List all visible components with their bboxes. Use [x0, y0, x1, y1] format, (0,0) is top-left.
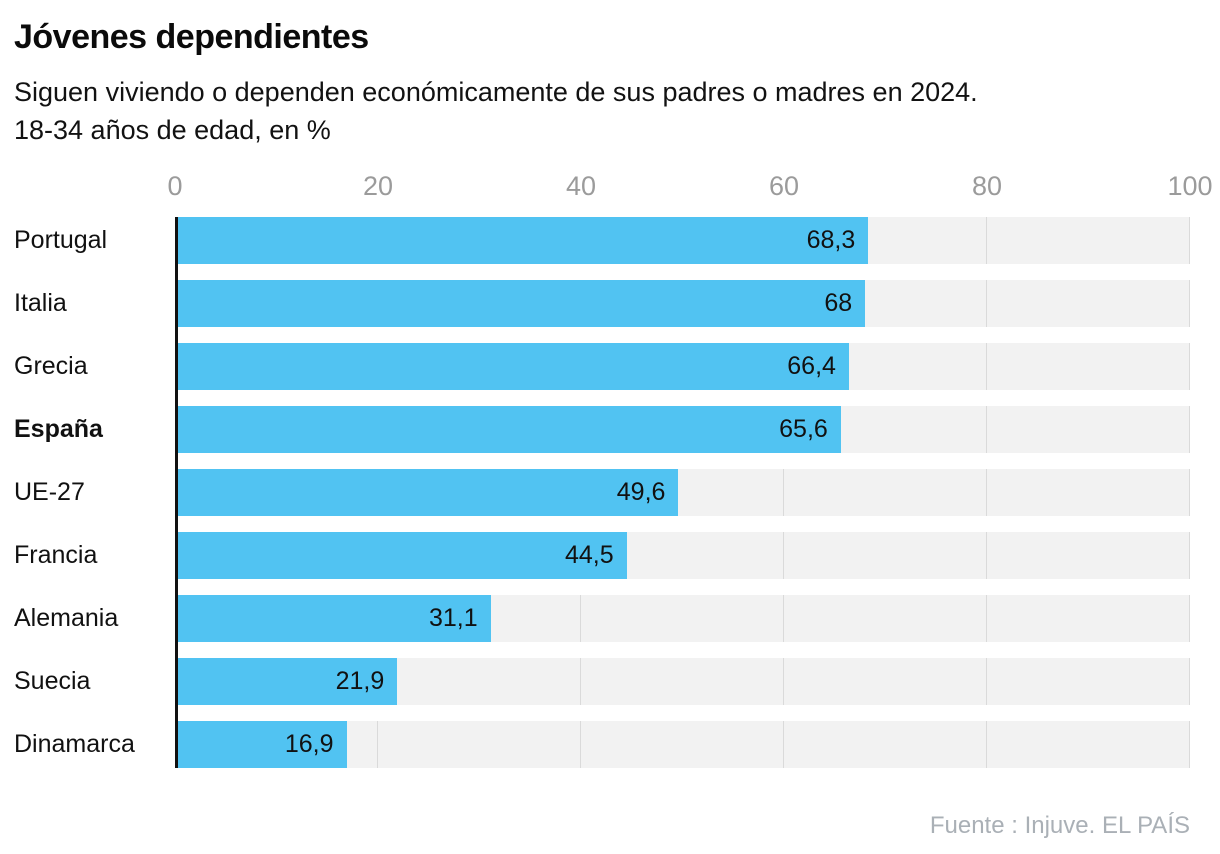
- value-label: 68,3: [806, 226, 856, 254]
- bar: 66,4: [175, 343, 849, 390]
- bar: 44,5: [175, 532, 627, 579]
- gridline: [377, 721, 378, 768]
- bar-track: 49,6: [175, 469, 1190, 516]
- value-label: 44,5: [565, 541, 614, 569]
- gridline: [986, 280, 987, 327]
- bar-track: 16,9: [175, 721, 1190, 768]
- gridline: [1189, 595, 1190, 642]
- bar-row: Alemania 31,1: [0, 595, 1190, 642]
- category-label: Portugal: [14, 226, 108, 254]
- x-tick-label: 40: [565, 171, 597, 201]
- bar-track: 68,3: [175, 217, 1190, 264]
- gridline: [580, 658, 581, 705]
- category-label: Grecia: [14, 352, 88, 380]
- chart-title: Jóvenes dependientes: [14, 18, 369, 56]
- bar: 68,3: [175, 217, 869, 264]
- bar-track: 66,4: [175, 343, 1190, 390]
- chart-subtitle: Siguen viviendo o dependen económicament…: [14, 73, 1190, 149]
- x-tick-label: 80: [971, 171, 1003, 201]
- bar-row: España 65,6: [0, 406, 1190, 453]
- gridline: [986, 658, 987, 705]
- bar: 21,9: [175, 658, 398, 705]
- gridline: [1189, 532, 1190, 579]
- value-label: 65,6: [779, 415, 828, 443]
- bar-row: Portugal 68,3: [0, 217, 1190, 264]
- gridline: [986, 532, 987, 579]
- bar: 65,6: [175, 406, 841, 453]
- bar-rows: Portugal 68,3 Italia 68 Grecia 66,4 España 65,6…: [0, 217, 1190, 768]
- gridline: [580, 721, 581, 768]
- gridline: [986, 721, 987, 768]
- bar-track: 44,5: [175, 532, 1190, 579]
- bar-track: 68: [175, 280, 1190, 327]
- gridline: [1189, 280, 1190, 327]
- gridline: [783, 532, 784, 579]
- bar-row: Suecia 21,9: [0, 658, 1190, 705]
- y-axis-line: [175, 217, 178, 768]
- gridline: [783, 721, 784, 768]
- category-label: Alemania: [14, 604, 119, 632]
- x-tick-label: 60: [768, 171, 800, 201]
- value-label: 49,6: [616, 478, 666, 506]
- bar-track: 65,6: [175, 406, 1190, 453]
- bar-row: Grecia 66,4: [0, 343, 1190, 390]
- category-label: Francia: [14, 541, 98, 569]
- category-label: Italia: [14, 289, 67, 317]
- category-label: España: [14, 415, 103, 443]
- bar-track: 31,1: [175, 595, 1190, 642]
- gridline: [783, 658, 784, 705]
- gridline: [986, 469, 987, 516]
- gridline: [986, 406, 987, 453]
- subtitle-line-2: 18-34 años de edad, en %: [14, 115, 331, 145]
- subtitle-line-1: Siguen viviendo o dependen económicament…: [14, 77, 978, 107]
- gridline: [986, 343, 987, 390]
- gridline: [1189, 343, 1190, 390]
- bar-row: Italia 68: [0, 280, 1190, 327]
- gridline: [1189, 406, 1190, 453]
- value-label: 21,9: [335, 667, 385, 695]
- gridline: [580, 595, 581, 642]
- gridline: [986, 595, 987, 642]
- category-label: Suecia: [14, 667, 91, 695]
- category-label: UE-27: [14, 478, 85, 506]
- value-label: 16,9: [284, 730, 334, 758]
- bar: 16,9: [175, 721, 347, 768]
- gridline: [1189, 217, 1190, 264]
- bar-row: Francia 44,5: [0, 532, 1190, 579]
- gridline: [1189, 469, 1190, 516]
- gridline: [783, 595, 784, 642]
- x-tick-label: 100: [1167, 171, 1213, 201]
- gridline: [783, 469, 784, 516]
- chart-body: Portugal 68,3 Italia 68 Grecia 66,4 España 65,6…: [0, 217, 1190, 768]
- bar-row: Dinamarca 16,9: [0, 721, 1190, 768]
- gridline: [1189, 721, 1190, 768]
- bar-track: 21,9: [175, 658, 1190, 705]
- value-label: 66,4: [787, 352, 836, 380]
- source-credit: Fuente : Injuve. EL PAÍS: [929, 812, 1190, 839]
- chart-header: Jóvenes dependientes Siguen viviendo o d…: [0, 0, 1220, 149]
- bar: 68: [175, 280, 866, 327]
- gridline: [1189, 658, 1190, 705]
- gridline: [986, 217, 987, 264]
- bar: 49,6: [175, 469, 679, 516]
- value-label: 31,1: [428, 604, 478, 632]
- bar-row: UE-27 49,6: [0, 469, 1190, 516]
- category-label: Dinamarca: [14, 730, 135, 758]
- x-tick-label: 20: [362, 171, 394, 201]
- x-axis: 0 20 40 60 80 100: [167, 169, 1212, 203]
- bar: 31,1: [175, 595, 491, 642]
- x-tick-label: 0: [167, 171, 183, 201]
- value-label: 68: [824, 289, 853, 317]
